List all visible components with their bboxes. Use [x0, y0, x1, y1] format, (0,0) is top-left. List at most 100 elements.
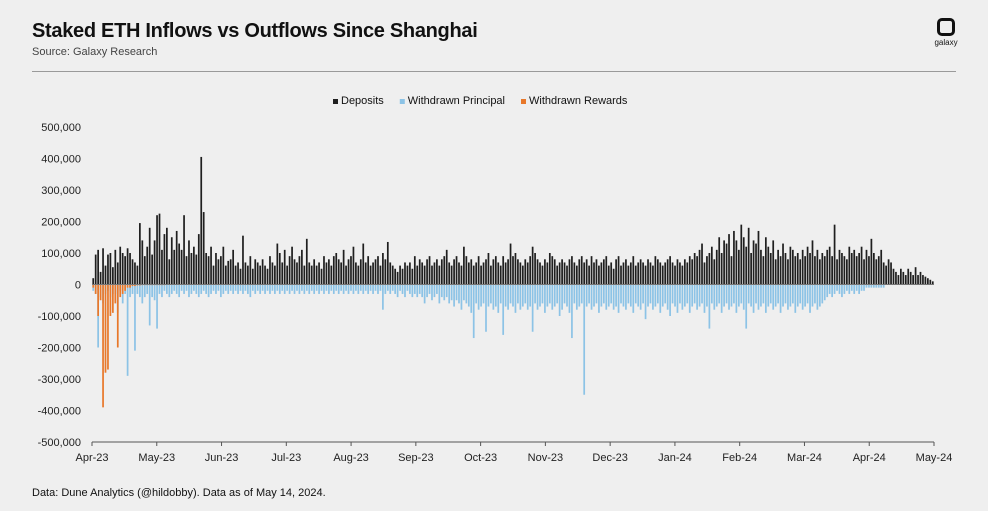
deposits-bar [276, 243, 279, 285]
deposits-bar [519, 262, 522, 285]
deposits-bar [838, 249, 841, 285]
deposits-bar [637, 262, 640, 285]
deposits-bar [406, 265, 409, 285]
deposits-bar [730, 256, 733, 285]
withdrawn_principal-bar [649, 284, 652, 304]
legend-label-withdrawn_rewards: Withdrawn Rewards [529, 95, 628, 107]
withdrawn_rewards-bar [97, 284, 99, 316]
deposits-bar [740, 224, 743, 285]
deposits-bar [571, 256, 573, 285]
deposits-bar [691, 259, 694, 285]
deposits-bar [914, 267, 917, 285]
legend-swatch-withdrawn_rewards [521, 99, 526, 104]
deposits-bar [723, 240, 725, 285]
x-tick-label: Dec-23 [592, 452, 627, 464]
withdrawn_principal-bar [472, 284, 475, 339]
deposits-bar [669, 256, 671, 285]
x-tick-label: Sep-23 [398, 452, 433, 464]
withdrawn_principal-bar [470, 284, 473, 313]
deposits-bar [588, 265, 590, 285]
withdrawn_principal-bar [718, 284, 721, 304]
withdrawn_principal-bar [873, 284, 875, 288]
withdrawn_principal-bar [288, 284, 291, 294]
withdrawn_principal-bar [480, 284, 482, 307]
withdrawn_principal-bar [281, 284, 284, 291]
withdrawn_principal-bar [227, 284, 230, 294]
deposits-bar [846, 259, 848, 285]
deposits-bar [382, 253, 384, 285]
withdrawn_principal-bar [742, 284, 745, 310]
deposits-bar [251, 268, 254, 285]
withdrawn_principal-bar [762, 284, 765, 304]
withdrawn_rewards-bar [116, 284, 119, 348]
x-tick-label: Aug-23 [333, 452, 368, 464]
deposits-bar [362, 243, 365, 285]
deposits-bar [863, 259, 865, 285]
withdrawn_principal-bar [418, 284, 421, 294]
withdrawn_principal-bar [463, 284, 465, 301]
deposits-bar [558, 262, 561, 285]
y-tick-label: 500,000 [41, 122, 81, 134]
deposits-bar [683, 259, 686, 285]
deposits-bar [877, 256, 880, 285]
withdrawn_principal-bar [870, 284, 873, 288]
withdrawn_principal-bar [212, 284, 215, 291]
deposits-bar [372, 262, 374, 285]
withdrawn_principal-bar [639, 284, 642, 310]
withdrawn_principal-bar [509, 284, 512, 304]
deposits-bar [539, 262, 541, 285]
deposits-bar [249, 256, 252, 285]
deposits-bar [97, 249, 99, 285]
deposits-bar [870, 238, 873, 285]
withdrawn_principal-bar [399, 284, 401, 291]
withdrawn_principal-bar [332, 284, 335, 294]
withdrawn_rewards-bar [99, 284, 102, 301]
withdrawn_principal-bar [595, 284, 598, 304]
deposits-bar [480, 265, 482, 285]
withdrawn_principal-bar [467, 284, 470, 307]
deposits-bar [99, 271, 102, 285]
deposits-bar [912, 275, 914, 285]
deposits-bar [386, 241, 389, 285]
withdrawn_principal-bar [372, 284, 374, 294]
deposits-bar [175, 230, 178, 285]
deposits-bar [347, 259, 350, 285]
deposits-bar [136, 265, 139, 285]
withdrawn_principal-bar [382, 284, 384, 310]
withdrawn_principal-bar [826, 284, 829, 298]
deposits-bar [399, 265, 401, 285]
deposits-bar [752, 240, 755, 285]
deposits-bar [141, 240, 144, 285]
deposits-bar [600, 262, 603, 285]
deposits-bar [789, 246, 792, 285]
deposits-bar [887, 259, 890, 285]
withdrawn_principal-bar [242, 284, 244, 294]
deposits-bar [485, 259, 487, 285]
withdrawn_principal-bar [865, 284, 868, 288]
deposits-bar [622, 262, 625, 285]
deposits-bar [772, 240, 775, 285]
withdrawn_principal-bar [818, 284, 821, 307]
deposits-bar [215, 253, 217, 285]
withdrawn_principal-bar [610, 284, 613, 304]
deposits-bar [826, 249, 829, 285]
legend-label-deposits: Deposits [341, 95, 384, 107]
deposits-bar [411, 268, 414, 285]
deposits-bar [529, 256, 532, 285]
y-tick-label: -300,000 [38, 374, 81, 386]
withdrawn_principal-bar [715, 284, 718, 307]
withdrawn_rewards-bar [131, 284, 134, 287]
deposits-bar [497, 262, 500, 285]
withdrawn_principal-bar [683, 284, 686, 307]
deposits-bar [185, 256, 188, 285]
deposits-bar [575, 265, 578, 285]
withdrawn_principal-bar [794, 284, 797, 313]
withdrawn_principal-bar [143, 284, 146, 298]
withdrawn_principal-bar [499, 284, 502, 304]
withdrawn_rewards-bar [92, 284, 95, 288]
x-tick-label: Nov-23 [528, 452, 563, 464]
deposits-bar [728, 234, 730, 285]
deposits-bar [659, 262, 662, 285]
deposits-bar [328, 259, 330, 285]
deposits-bar [153, 240, 156, 285]
